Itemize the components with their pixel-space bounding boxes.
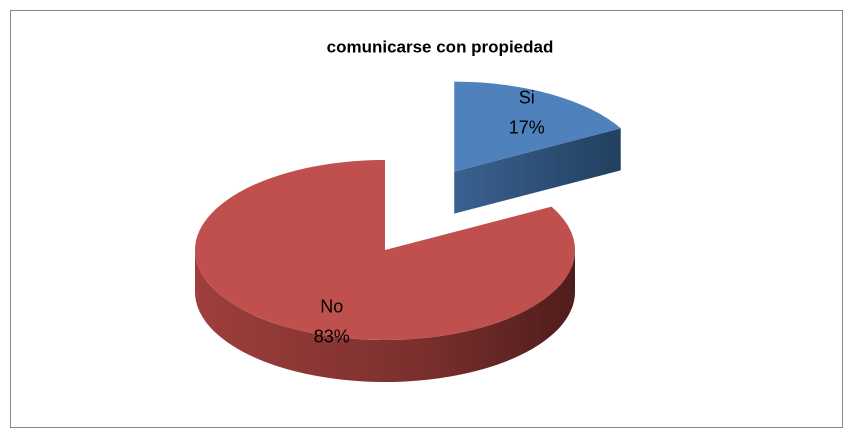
slice-side [195,250,575,382]
slice-cut [454,128,621,214]
slice-value-label: 17% [509,117,545,137]
slice-label: No [320,296,343,316]
chart-title: comunicarse con propiedad [327,37,554,56]
slice-label: Si [519,87,535,107]
pie-slice [454,81,621,172]
slice-value-label: 83% [314,326,350,346]
pie: Si 17% No 83% [195,81,621,382]
pie-slice [195,160,576,341]
